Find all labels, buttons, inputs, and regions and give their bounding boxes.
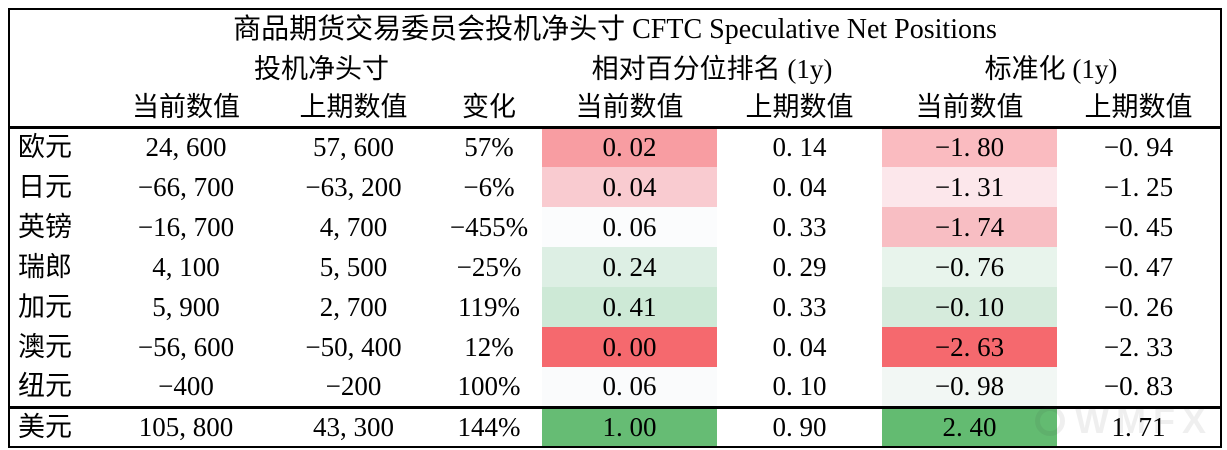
- spec-current-value: −66, 700: [137, 171, 235, 202]
- change-value: −455%: [449, 211, 529, 242]
- pct-previous-value: 0. 14: [772, 132, 827, 163]
- norm-previous-value: −1. 25: [1103, 171, 1174, 202]
- spec-current-value: 24, 600: [145, 132, 227, 163]
- norm-previous-value: −0. 94: [1103, 132, 1174, 163]
- spec-previous-value: −200: [325, 370, 382, 401]
- norm-previous-value: −2. 33: [1103, 331, 1174, 362]
- norm-current-heat-cell: 2. 40: [882, 405, 1057, 447]
- group-header-spec-net-positions: 投机净头寸: [254, 53, 389, 84]
- change-value: −6%: [463, 171, 515, 202]
- pct-current-heat-cell: 0. 04: [542, 167, 717, 207]
- pct-previous-value: 0. 33: [772, 211, 827, 242]
- table-title: 商品期货交易委员会投机净头寸 CFTC Speculative Net Posi…: [233, 13, 997, 45]
- norm-current-heat-cell: −0. 76: [882, 247, 1057, 287]
- col-header-change: 变化: [436, 89, 542, 129]
- change-value: −25%: [456, 251, 522, 282]
- cftc-positions-table: 商品期货交易委员会投机净头寸 CFTC Speculative Net Posi…: [8, 8, 1222, 448]
- pct-current-heat-cell: 1. 00: [542, 405, 717, 447]
- table-row-gbp: 英镑 −16, 700 4, 700 −455% 0. 06 0. 33 −1.…: [9, 207, 1221, 247]
- currency-label: 澳元: [18, 331, 72, 362]
- corner-cell: [9, 89, 101, 129]
- spec-current-value: 105, 800: [101, 405, 271, 447]
- change-value: 119%: [458, 291, 520, 322]
- spec-previous-value: 43, 300: [271, 405, 436, 447]
- currency-label: 加元: [18, 291, 72, 322]
- currency-label: 欧元: [18, 132, 72, 163]
- group-header-percentile-rank: 相对百分位排名 (1y): [591, 53, 833, 84]
- pct-current-heat-cell: 0. 06: [542, 367, 717, 407]
- norm-previous-value: −0. 26: [1103, 291, 1174, 322]
- spec-previous-value: 4, 700: [319, 211, 388, 242]
- col-header-spec-previous: 上期数值: [271, 89, 436, 129]
- change-value: 12%: [464, 331, 514, 362]
- pct-previous-value: 0. 33: [772, 291, 827, 322]
- table-row-cad: 加元 5, 900 2, 700 119% 0. 41 0. 33 −0. 10…: [9, 287, 1221, 327]
- change-value: 57%: [464, 132, 514, 163]
- spec-previous-value: 2, 700: [319, 291, 388, 322]
- spec-previous-value: −63, 200: [305, 171, 402, 202]
- norm-current-heat-cell: −1. 80: [882, 127, 1057, 167]
- norm-previous-value: −0. 47: [1103, 251, 1174, 282]
- spec-current-value: −16, 700: [137, 211, 235, 242]
- norm-previous-value: −0. 45: [1103, 211, 1174, 242]
- currency-label: 英镑: [18, 211, 72, 242]
- col-header-norm-current: 当前数值: [882, 89, 1057, 129]
- norm-current-heat-cell: −0. 98: [882, 367, 1057, 407]
- corner-cell: [9, 49, 101, 89]
- group-header-normalized: 标准化 (1y): [984, 53, 1118, 84]
- pct-current-heat-cell: 0. 00: [542, 327, 717, 367]
- pct-previous-value: 0. 29: [772, 251, 827, 282]
- spec-current-value: −400: [158, 370, 214, 401]
- spec-current-value: 4, 100: [152, 251, 220, 282]
- table-row-chf: 瑞郎 4, 100 5, 500 −25% 0. 24 0. 29 −0. 76…: [9, 247, 1221, 287]
- norm-current-heat-cell: −0. 10: [882, 287, 1057, 327]
- pct-current-heat-cell: 0. 06: [542, 207, 717, 247]
- currency-label: 日元: [18, 171, 72, 202]
- table-row-eur: 欧元 24, 600 57, 600 57% 0. 02 0. 14 −1. 8…: [9, 127, 1221, 167]
- norm-current-heat-cell: −1. 74: [882, 207, 1057, 247]
- norm-current-heat-cell: −1. 31: [882, 167, 1057, 207]
- pct-previous-value: 0. 10: [772, 370, 827, 401]
- norm-current-heat-cell: −2. 63: [882, 327, 1057, 367]
- change-value: 144%: [436, 405, 542, 447]
- spec-current-value: −56, 600: [137, 331, 235, 362]
- table-row-nzd: 纽元 −400 −200 100% 0. 06 0. 10 −0. 98 −0.…: [9, 367, 1221, 407]
- pct-previous-value: 0. 04: [772, 331, 827, 362]
- spec-previous-value: −50, 400: [305, 331, 402, 362]
- pct-current-heat-cell: 0. 41: [542, 287, 717, 327]
- col-header-norm-previous: 上期数值: [1057, 89, 1221, 129]
- table-row-aud: 澳元 −56, 600 −50, 400 12% 0. 00 0. 04 −2.…: [9, 327, 1221, 367]
- table-row-jpy: 日元 −66, 700 −63, 200 −6% 0. 04 0. 04 −1.…: [9, 167, 1221, 207]
- table-row-usd: 美元 105, 800 43, 300 144% 1. 00 0. 90 2. …: [9, 405, 1221, 447]
- currency-label: 纽元: [18, 370, 72, 401]
- col-header-pct-previous: 上期数值: [717, 89, 882, 129]
- col-header-pct-current: 当前数值: [542, 89, 717, 129]
- spec-previous-value: 5, 500: [319, 251, 388, 282]
- change-value: 100%: [457, 370, 521, 401]
- spec-current-value: 5, 900: [152, 291, 220, 322]
- currency-label: 美元: [9, 405, 101, 447]
- pct-previous-value: 0. 90: [717, 405, 882, 447]
- pct-current-heat-cell: 0. 02: [542, 127, 717, 167]
- norm-previous-value: −0. 83: [1103, 370, 1174, 401]
- currency-label: 瑞郎: [18, 251, 72, 282]
- col-header-spec-current: 当前数值: [101, 89, 271, 129]
- pct-previous-value: 0. 04: [772, 171, 827, 202]
- spec-previous-value: 57, 600: [313, 132, 394, 163]
- norm-previous-value: 1. 71: [1057, 405, 1221, 447]
- pct-current-heat-cell: 0. 24: [542, 247, 717, 287]
